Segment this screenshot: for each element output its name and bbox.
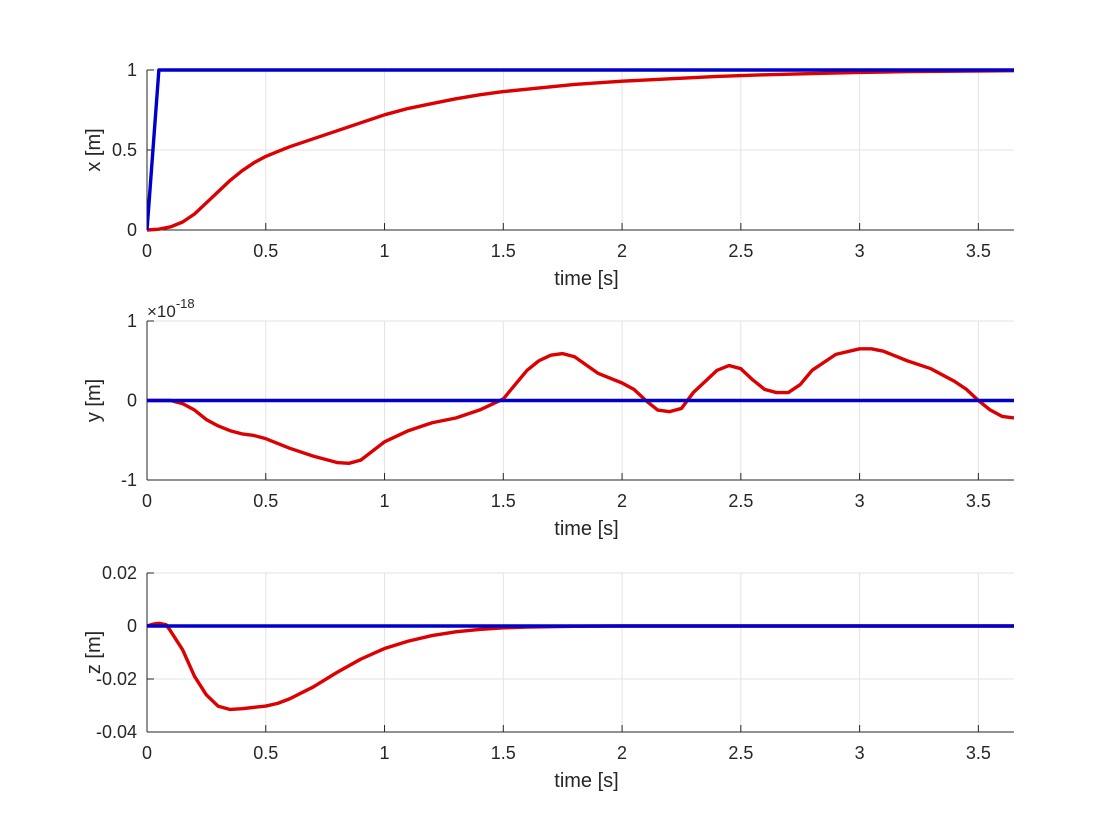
- y-tick-label: 1: [127, 60, 137, 80]
- x-tick-label: 2: [617, 491, 627, 511]
- y-axis-label: x [m]: [83, 128, 105, 171]
- x-tick-label: 2.5: [728, 491, 753, 511]
- y-tick-label: -0.04: [96, 722, 137, 742]
- x-tick-label: 1: [380, 241, 390, 261]
- x-tick-label: 1.5: [491, 491, 516, 511]
- x-tick-label: 3.5: [966, 241, 991, 261]
- x-tick-label: 0.5: [253, 491, 278, 511]
- response-series-line: [147, 347, 1014, 466]
- x-tick-label: 0: [142, 743, 152, 763]
- x-tick-label: 1.5: [491, 241, 516, 261]
- x-tick-label: 3: [855, 241, 865, 261]
- x-tick-label: 1: [380, 491, 390, 511]
- x-tick-label: 2.5: [728, 743, 753, 763]
- reference-series-line: [147, 68, 1014, 231]
- y-tick-label: 0: [127, 616, 137, 636]
- x-axis-label: time [s]: [554, 770, 618, 792]
- x-tick-label: 2: [617, 743, 627, 763]
- x-tick-label: 1.5: [491, 743, 516, 763]
- response-series-line: [147, 68, 1014, 232]
- x-tick-label: 0: [142, 241, 152, 261]
- x-tick-label: 2.5: [728, 241, 753, 261]
- x-tick-label: 2: [617, 241, 627, 261]
- z-panel: 0 0.5 1 1.5 2 2.5 3 3.5 -0.04 -0.02 0 0.02 time [s] z…: [83, 563, 1014, 792]
- y-tick-label: 1: [127, 311, 137, 331]
- x-panel: 0 0.5 1 1.5 2 2.5 3 3.5 0 0.5 1 time [s] x [m]: [83, 60, 1014, 290]
- y-tick-label: -1: [121, 470, 137, 490]
- y-axis-label: y [m]: [83, 379, 105, 422]
- y-exponent-label: ×10-18: [147, 296, 195, 321]
- x-axis-label: time [s]: [554, 518, 618, 540]
- y-exponent-power: -18: [176, 296, 195, 311]
- x-tick-label: 0.5: [253, 743, 278, 763]
- response-series-line: [147, 621, 1014, 712]
- y-exponent-base: ×10: [147, 302, 176, 321]
- y-tick-label: 0.02: [102, 563, 137, 583]
- y-tick-label: 0: [127, 391, 137, 411]
- x-tick-label: 3: [855, 491, 865, 511]
- x-tick-label: 3.5: [966, 743, 991, 763]
- x-tick-label: 0: [142, 491, 152, 511]
- y-axis-label: z [m]: [83, 631, 105, 674]
- x-tick-label: 0.5: [253, 241, 278, 261]
- x-tick-label: 1: [380, 743, 390, 763]
- y-tick-label: 0: [127, 220, 137, 240]
- y-tick-label: 0.5: [112, 140, 137, 160]
- x-tick-label: 3.5: [966, 491, 991, 511]
- y-tick-label: -0.02: [96, 669, 137, 689]
- x-axis-label: time [s]: [554, 268, 618, 290]
- x-tick-label: 3: [855, 743, 865, 763]
